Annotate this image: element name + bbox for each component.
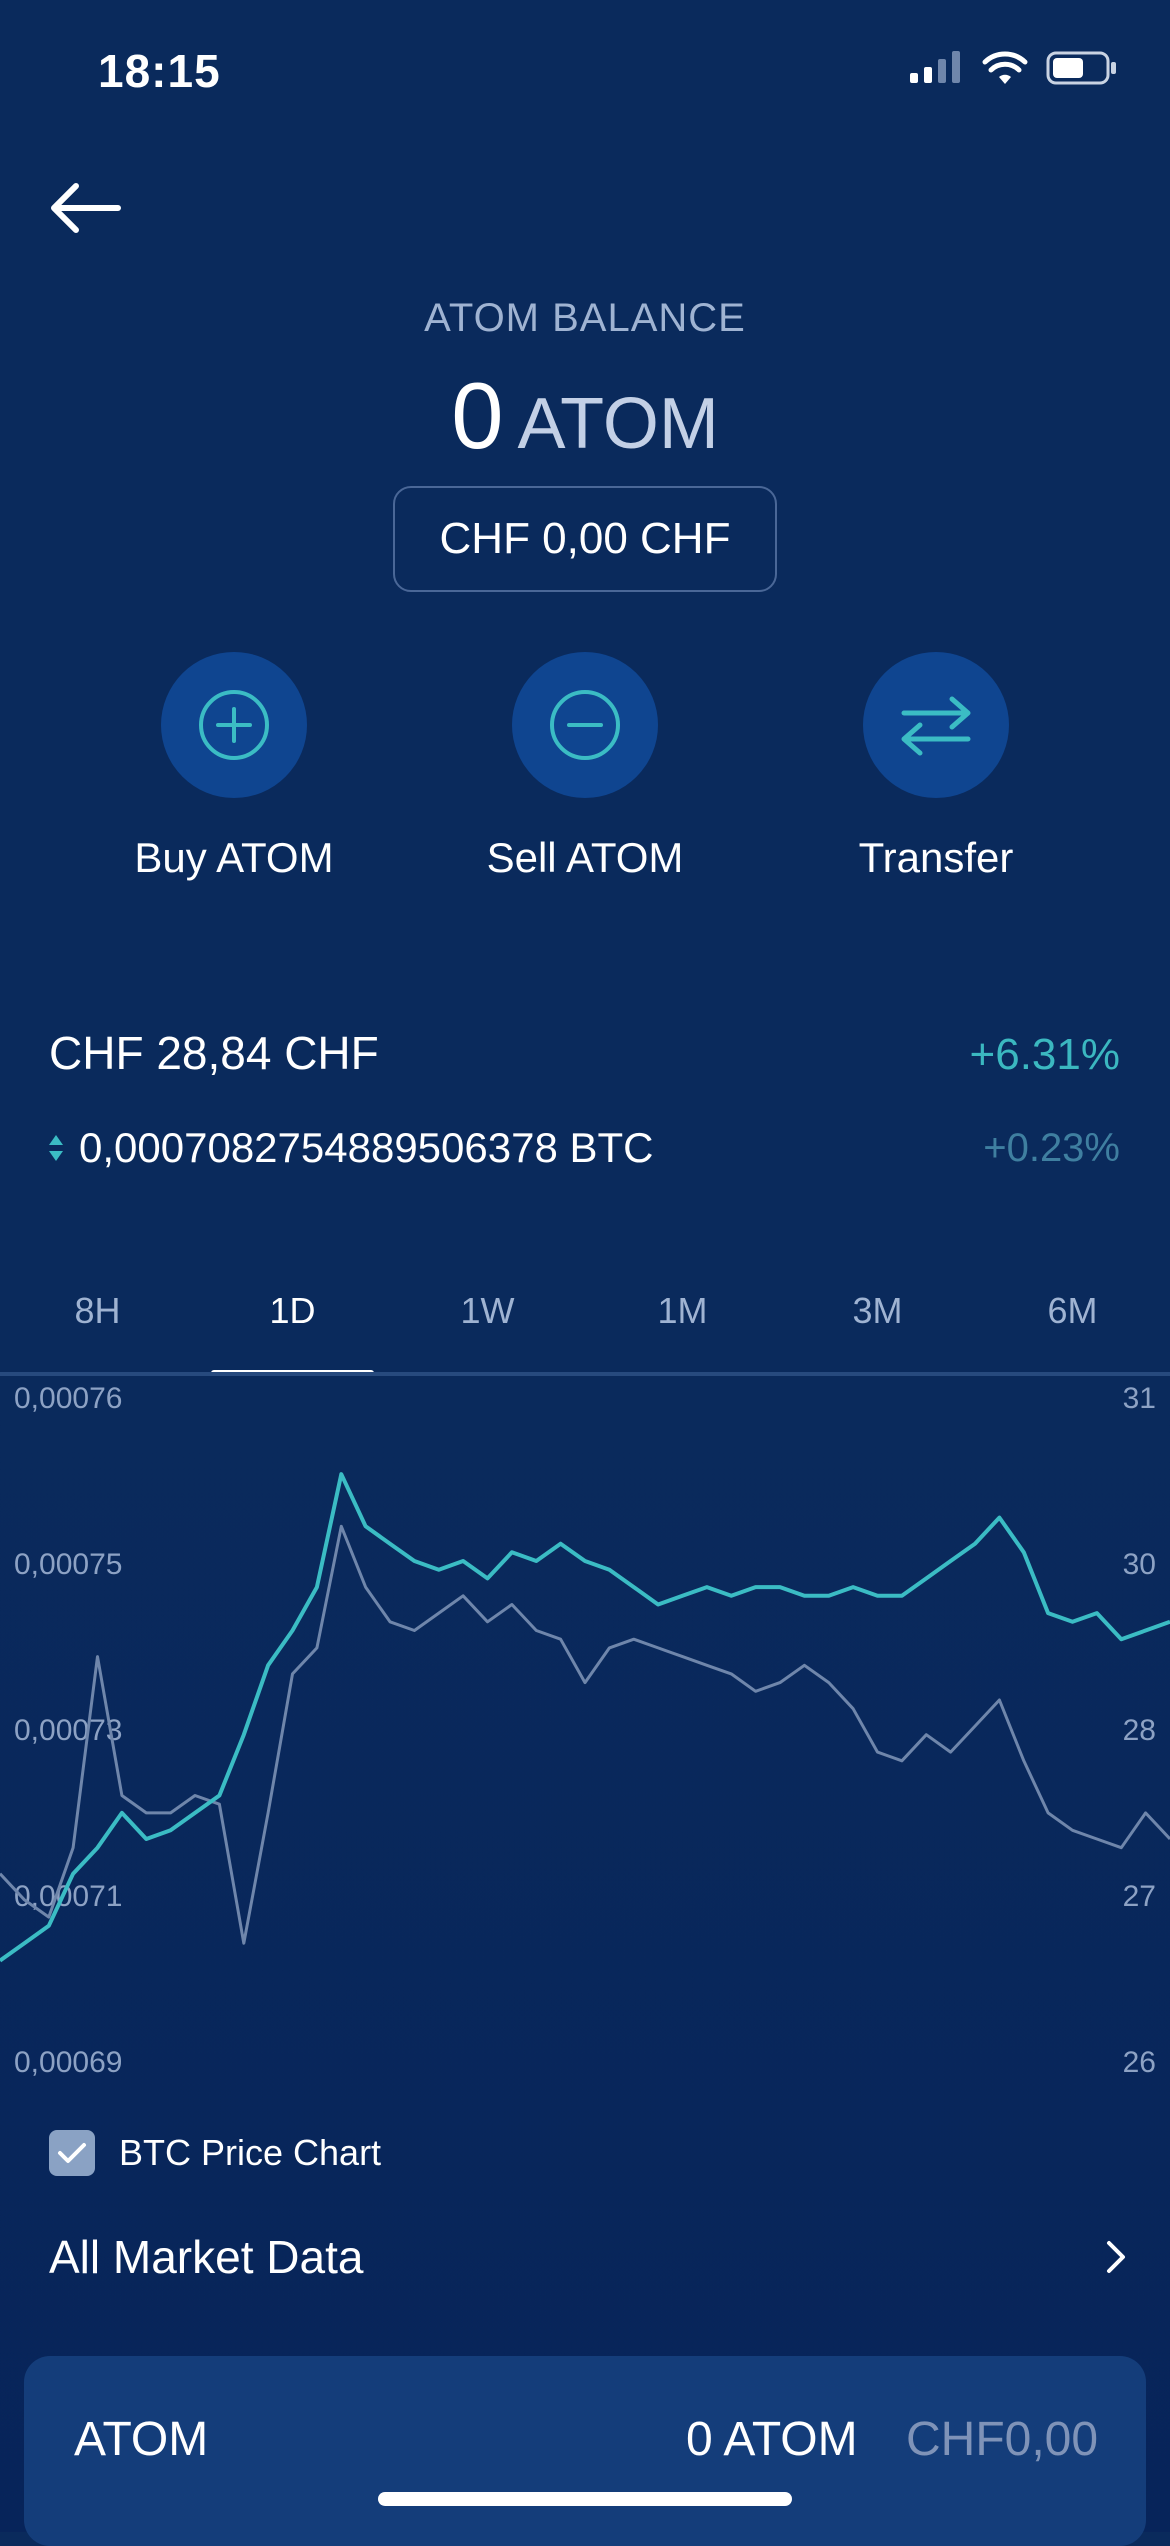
balance-label: ATOM BALANCE bbox=[424, 296, 746, 340]
y-right-tick-label: 30 bbox=[1123, 1548, 1156, 1581]
back-button[interactable] bbox=[46, 178, 126, 238]
tabs-divider bbox=[0, 1372, 1170, 1376]
tab-3m[interactable]: 3M bbox=[852, 1290, 903, 1331]
balance-unit: ATOM bbox=[517, 384, 719, 464]
tab-6m[interactable]: 6M bbox=[1047, 1290, 1098, 1331]
y-right-tick-label: 28 bbox=[1123, 1714, 1156, 1747]
balance-number: 0 bbox=[451, 363, 504, 468]
minus-circle-icon bbox=[550, 690, 620, 760]
price-chart[interactable]: 0,000760,000750,000730,000710,0006931302… bbox=[0, 1376, 1170, 2096]
checkmark-icon bbox=[58, 2143, 86, 2163]
y-right-tick-label: 26 bbox=[1123, 2046, 1156, 2079]
all-market-data-row[interactable]: All Market Data bbox=[49, 2230, 1129, 2284]
transfer-circle bbox=[863, 652, 1009, 798]
all-market-data-label: All Market Data bbox=[49, 2231, 364, 2283]
arrow-left-icon bbox=[51, 183, 121, 233]
y-left-tick-label: 0,00076 bbox=[14, 1382, 122, 1415]
tab-8h[interactable]: 8H bbox=[74, 1290, 121, 1331]
y-left-tick-label: 0,00073 bbox=[14, 1714, 122, 1747]
checkbox[interactable] bbox=[49, 2130, 95, 2176]
chevron-right-icon bbox=[1107, 2241, 1125, 2273]
fiat-price: CHF 28,84 CHF bbox=[49, 1027, 379, 1079]
atom-price-line bbox=[0, 1472, 1170, 1963]
status-icons bbox=[908, 50, 1118, 86]
battery-icon bbox=[1046, 51, 1116, 85]
signal-icon bbox=[910, 51, 960, 83]
timeframe-tabs: 8H 1D 1W 1M 3M 6M bbox=[0, 1268, 1170, 1376]
fiat-balance-pill[interactable]: CHF 0,00 CHF bbox=[393, 486, 777, 592]
btc-price-chart-label: BTC Price Chart bbox=[119, 2132, 382, 2173]
y-left-tick-label: 0,00075 bbox=[14, 1548, 122, 1581]
tab-1d[interactable]: 1D bbox=[195, 1268, 390, 1376]
fiat-price-change: +6.31% bbox=[969, 1030, 1120, 1079]
buy-atom-label: Buy ATOM bbox=[134, 834, 334, 881]
y-left-tick-label: 0,00069 bbox=[14, 2046, 122, 2079]
btc-price-line bbox=[0, 1524, 1170, 1945]
sort-toggle-icon bbox=[49, 1135, 63, 1161]
y-right-tick-label: 27 bbox=[1123, 1880, 1156, 1913]
home-indicator bbox=[378, 2492, 792, 2506]
btc-price-change: +0.23% bbox=[983, 1126, 1120, 1170]
sell-atom-button[interactable]: Sell ATOM bbox=[435, 652, 735, 882]
sell-circle bbox=[512, 652, 658, 798]
plus-circle-icon bbox=[199, 690, 269, 760]
buy-atom-button[interactable]: Buy ATOM bbox=[84, 652, 384, 882]
y-right-tick-label: 31 bbox=[1123, 1382, 1156, 1415]
btc-price-row[interactable]: 0,00070827548895063​78 BTC bbox=[47, 1124, 654, 1172]
tab-1w[interactable]: 1W bbox=[460, 1290, 515, 1331]
status-time: 18:15 bbox=[98, 45, 221, 97]
transfer-label: Transfer bbox=[858, 834, 1014, 881]
swap-arrows-icon bbox=[901, 696, 971, 756]
holding-name: ATOM bbox=[74, 2413, 209, 2466]
holding-card[interactable] bbox=[24, 2356, 1146, 2546]
tab-1m[interactable]: 1M bbox=[657, 1290, 708, 1331]
transfer-button[interactable]: Transfer bbox=[786, 652, 1086, 882]
holding-amount: 0 ATOM bbox=[686, 2413, 858, 2466]
holding-fiat: CHF0,00 bbox=[906, 2413, 1099, 2466]
btc-price: 0,00070827548895063​78 BTC bbox=[79, 1124, 654, 1171]
btc-price-chart-toggle[interactable]: BTC Price Chart bbox=[49, 2130, 381, 2176]
balance-amount: 0 ATOM bbox=[0, 362, 1170, 470]
sell-atom-label: Sell ATOM bbox=[486, 834, 684, 881]
wifi-icon bbox=[982, 51, 1028, 84]
buy-circle bbox=[161, 652, 307, 798]
